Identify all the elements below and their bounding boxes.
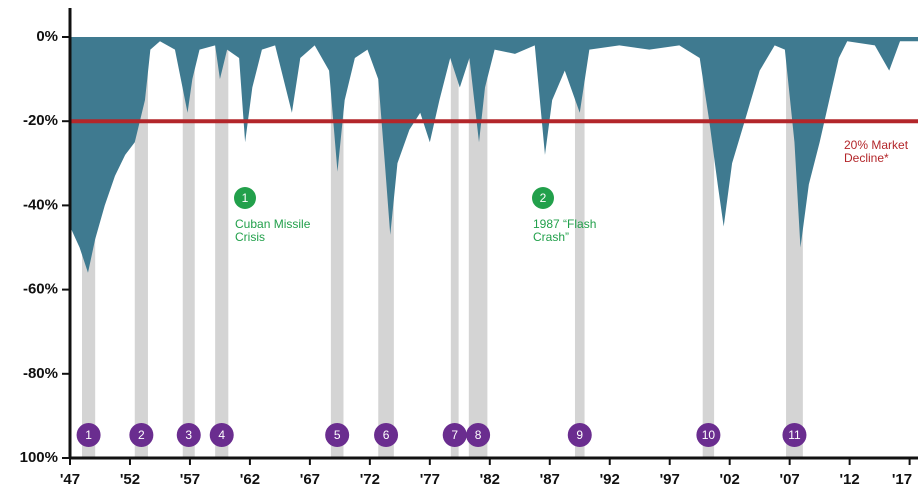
recession-band — [215, 37, 229, 458]
recession-label: 4 — [218, 428, 225, 442]
annotation-text: 1987 “Flash — [533, 217, 596, 231]
y-tick-label: -80% — [23, 365, 58, 382]
recession-marker — [76, 423, 101, 447]
recession-label: 5 — [334, 428, 341, 442]
recession-marker — [374, 423, 399, 447]
recession-marker — [442, 423, 467, 447]
recession-label: 9 — [576, 428, 583, 442]
recession-marker — [696, 423, 721, 447]
recession-label: 1 — [85, 428, 92, 442]
recession-label: 7 — [451, 428, 458, 442]
x-tick-label: '52 — [120, 471, 140, 488]
recession-label: 2 — [138, 428, 145, 442]
annotation-marker-label: 1 — [242, 191, 249, 205]
annotation-marker — [532, 187, 554, 209]
recession-label: 6 — [383, 428, 390, 442]
recession-marker — [209, 423, 234, 447]
recession-label: 10 — [702, 428, 716, 442]
x-tick-label: '92 — [600, 471, 620, 488]
threshold-label: Decline* — [844, 151, 889, 165]
x-tick-label: '97 — [660, 471, 680, 488]
x-tick-label: '57 — [180, 471, 200, 488]
x-tick-label: '82 — [480, 471, 500, 488]
annotation-text: Crash” — [533, 230, 569, 244]
annotation-marker-label: 2 — [540, 191, 547, 205]
recession-band — [702, 37, 715, 458]
drawdown-area — [70, 37, 918, 273]
y-tick-label: 100% — [20, 449, 58, 466]
recession-marker — [782, 423, 807, 447]
annotation-text: Crisis — [235, 230, 265, 244]
x-tick-label: '87 — [540, 471, 560, 488]
x-tick-label: '12 — [839, 471, 859, 488]
threshold-label: 20% Market — [844, 138, 909, 152]
recession-label: 3 — [185, 428, 192, 442]
recession-marker — [466, 423, 491, 447]
y-tick-label: 0% — [36, 28, 58, 45]
recession-marker — [176, 423, 201, 447]
recession-marker — [567, 423, 592, 447]
y-tick-label: -40% — [23, 196, 58, 213]
recession-marker — [129, 423, 154, 447]
annotation-text: Cuban Missile — [235, 217, 311, 231]
recession-band — [182, 37, 195, 458]
x-tick-label: '72 — [360, 471, 380, 488]
recession-band — [574, 37, 585, 458]
x-tick-label: '02 — [720, 471, 740, 488]
y-tick-label: -60% — [23, 281, 58, 298]
x-tick-label: '47 — [60, 471, 80, 488]
recession-band — [468, 37, 488, 458]
x-tick-label: '67 — [300, 471, 320, 488]
recession-label: 8 — [475, 428, 482, 442]
x-tick-label: '07 — [780, 471, 800, 488]
y-tick-label: -20% — [23, 112, 58, 129]
recession-band — [134, 37, 148, 458]
x-tick-label: '62 — [240, 471, 260, 488]
recession-marker — [325, 423, 350, 447]
recession-label: 11 — [788, 428, 801, 442]
recession-band — [450, 37, 459, 458]
x-tick-label: '17 — [892, 471, 912, 488]
x-tick-label: '77 — [420, 471, 440, 488]
annotation-marker — [234, 187, 256, 209]
